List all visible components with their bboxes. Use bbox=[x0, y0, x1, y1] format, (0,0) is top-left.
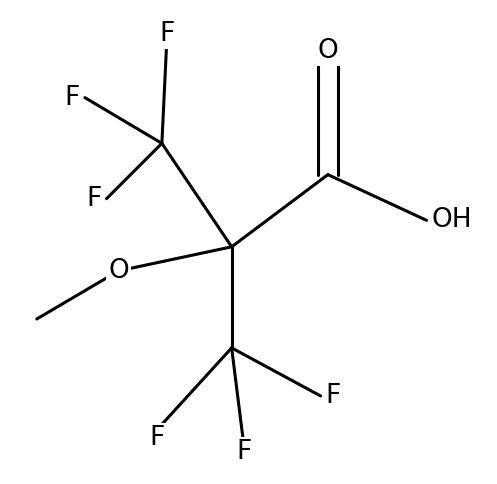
Text: O: O bbox=[108, 258, 129, 284]
Text: F: F bbox=[159, 21, 174, 47]
Text: F: F bbox=[150, 425, 165, 451]
Text: OH: OH bbox=[431, 207, 472, 233]
Text: F: F bbox=[236, 439, 251, 465]
Text: F: F bbox=[326, 383, 341, 409]
Text: F: F bbox=[86, 186, 102, 212]
Text: O: O bbox=[318, 38, 338, 64]
Text: F: F bbox=[65, 85, 80, 111]
